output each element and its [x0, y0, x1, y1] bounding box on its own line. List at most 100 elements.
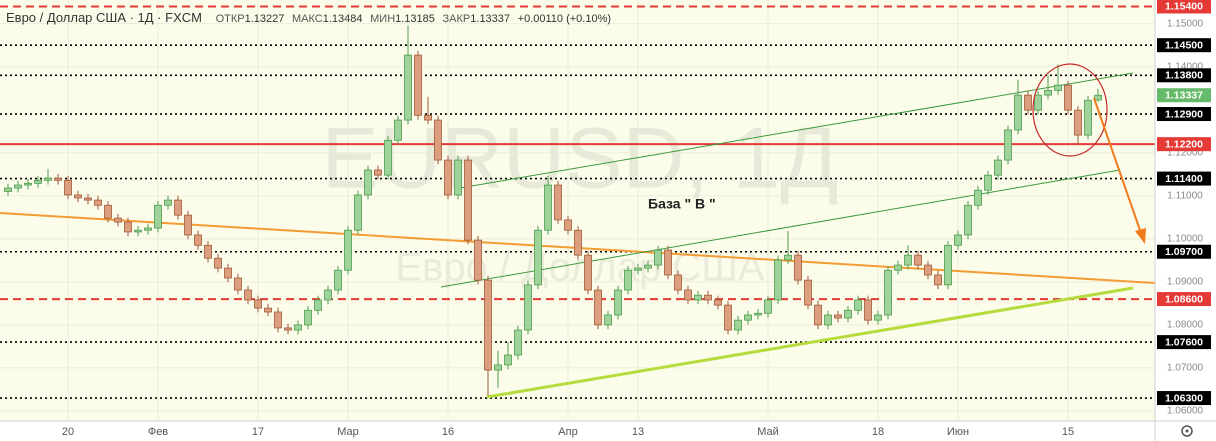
- low-value: 1.13185: [395, 13, 435, 25]
- x-tick-label: 20: [62, 426, 74, 438]
- level-label-box: [1157, 391, 1211, 406]
- candle-body: [1064, 84, 1072, 111]
- level-label: 1.11400: [1165, 173, 1203, 185]
- candle-body: [1094, 94, 1102, 101]
- candle-body: [824, 314, 832, 326]
- candle-body: [344, 229, 352, 271]
- candle-body: [654, 249, 662, 266]
- level-label: 1.14500: [1165, 39, 1203, 51]
- candle-body: [524, 284, 532, 331]
- candle-body: [304, 309, 312, 326]
- highlight-circle: [1032, 63, 1108, 157]
- candle-body: [244, 289, 252, 301]
- level-label-box: [1157, 38, 1211, 53]
- candle-body: [954, 234, 962, 246]
- level-label-box: [1157, 171, 1211, 186]
- x-tick-label: Апр: [558, 426, 577, 438]
- candle-body: [514, 329, 522, 356]
- gear[interactable]: [1181, 425, 1193, 437]
- x-tick-label: 13: [632, 426, 644, 438]
- candle-body: [354, 194, 362, 231]
- candle-body: [1014, 94, 1022, 131]
- level-label: 1.15400: [1165, 1, 1203, 13]
- level-label-box: [1157, 244, 1211, 259]
- candle-body: [394, 119, 402, 141]
- candle-body: [174, 199, 182, 216]
- candle-body: [814, 304, 822, 326]
- candle-body: [204, 244, 212, 259]
- level-label-box: [1157, 137, 1211, 152]
- candle-body: [274, 311, 282, 329]
- candle-body: [734, 319, 742, 331]
- level-label-box: [1157, 335, 1211, 350]
- candle-body: [324, 289, 332, 301]
- x-tick-label: 15: [1062, 426, 1074, 438]
- candle-body: [214, 257, 222, 269]
- candle-body: [24, 182, 32, 186]
- candle-body: [784, 254, 792, 261]
- candle-body: [964, 204, 972, 236]
- candle-body: [754, 312, 762, 316]
- candle-body: [414, 54, 422, 116]
- x-tick-label: Май: [757, 426, 779, 438]
- y-tick-label: 1.15000: [1167, 18, 1204, 29]
- y-tick-label: 1.11000: [1167, 190, 1203, 201]
- candle-body: [1024, 94, 1032, 111]
- candle-body: [364, 169, 372, 196]
- annotation: База " В ": [648, 196, 716, 212]
- y-tick-label: 1.07000: [1167, 363, 1204, 374]
- candle-body: [154, 204, 162, 229]
- settings-icon[interactable]: [1181, 425, 1193, 437]
- grid: [0, 0, 1155, 420]
- x-tick-label: 16: [442, 426, 454, 438]
- level-label: 1.12900: [1165, 108, 1203, 120]
- arrow-shaft: [1093, 97, 1143, 237]
- last-price-box: [1157, 88, 1211, 103]
- candle-body: [924, 264, 932, 276]
- level-label: 1.12200: [1165, 138, 1203, 150]
- candle-body: [544, 184, 552, 231]
- candle-body: [804, 279, 812, 306]
- level-label: 1.08600: [1165, 293, 1203, 305]
- candle-body: [1004, 129, 1012, 161]
- candle-body: [454, 159, 462, 196]
- candle-body: [714, 299, 722, 306]
- level-label: 1.06300: [1165, 392, 1203, 404]
- candle-body: [644, 264, 652, 269]
- candle-body: [664, 249, 672, 276]
- levels: [0, 5, 1155, 399]
- level-label-box: [1157, 0, 1211, 14]
- gear-center[interactable]: [1185, 429, 1189, 433]
- open-label: ОТКР: [216, 13, 245, 25]
- candle-body: [584, 254, 592, 291]
- candle-body: [1074, 109, 1082, 136]
- watermark-symbol: EURUSD, 1Д: [321, 111, 838, 207]
- x-tick-label: 17: [252, 426, 264, 438]
- candle-body: [914, 254, 922, 266]
- candle-body: [574, 229, 582, 256]
- high-label: МАКС: [292, 13, 323, 25]
- change: +0.00110 (+0.10%): [518, 13, 611, 25]
- y-tick-label: 1.08000: [1167, 320, 1204, 331]
- y-tick-label: 1.06000: [1167, 406, 1204, 417]
- candle-body: [864, 299, 872, 321]
- candle-body: [134, 229, 142, 233]
- candle-body: [564, 219, 572, 231]
- candle-body: [284, 327, 292, 331]
- candle-body: [434, 119, 442, 161]
- arrow-head: [1135, 228, 1146, 244]
- close-value: 1.13337: [470, 13, 510, 25]
- candle-body: [314, 299, 322, 311]
- candle-body: [64, 179, 72, 196]
- candle-body: [54, 177, 62, 181]
- candle-body: [594, 289, 602, 326]
- candle-body: [944, 244, 952, 286]
- candle-body: [474, 239, 482, 281]
- candle-body: [194, 234, 202, 246]
- candle-body: [554, 184, 562, 221]
- candle-body: [894, 264, 902, 271]
- candle-body: [294, 324, 302, 331]
- candle-body: [94, 199, 102, 206]
- candle-body: [854, 299, 862, 311]
- candle-body: [974, 189, 982, 206]
